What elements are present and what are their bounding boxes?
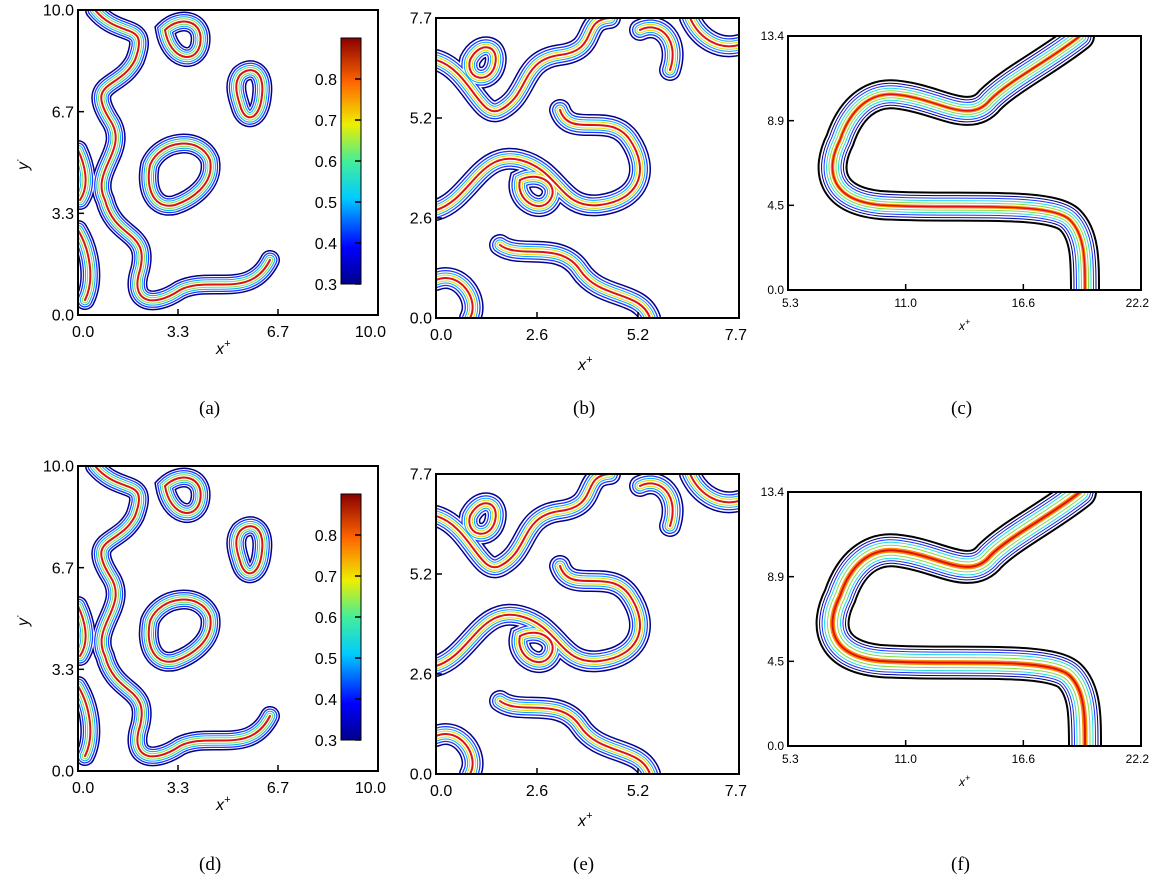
panel-b-xtick-label: 7.7 [725, 327, 747, 344]
panel-f-xtick-label: 16.6 [1012, 752, 1036, 766]
panel-a-frame [77, 9, 379, 316]
panel-e-xtick-label: 5.2 [627, 783, 649, 800]
panel-a: 0.0 3.3 6.7 10.0 0.0 3.3 6.7 10.0 0.3 0.4 0.5 0.6 0.… [12, 3, 386, 419]
panel-f-caption: (f) [951, 854, 970, 875]
panel-f-contours [833, 492, 1085, 746]
panel-d-colorbar-tick-label: 0.3 [315, 733, 337, 750]
panel-b-frame [435, 17, 740, 319]
panel-a-colorbar-tick-label: 0.4 [315, 236, 337, 253]
panel-d-colorbar-tick-label: 0.4 [315, 692, 337, 709]
panel-d-xtick-label: 10.0 [355, 780, 386, 797]
panel-b-ytick-label: 2.6 [410, 211, 432, 228]
panel-d-ytick-label: 0.0 [52, 764, 74, 781]
panel-b: 0.0 2.6 5.2 7.7 0.0 2.6 5.2 7.7 x+ (b) [410, 11, 747, 419]
panel-c-xtick-label: 11.0 [894, 296, 917, 310]
panel-a-ytick-label: 0.0 [52, 308, 74, 325]
panel-b-ytick-label: 7.7 [410, 11, 432, 28]
panel-b-xtick-label: 0.0 [430, 327, 452, 344]
panel-b-xlabel: x+ [577, 354, 593, 374]
panel-f-xtick-label: 5.3 [782, 752, 799, 766]
panel-a-xtick-label: 10.0 [355, 324, 386, 341]
panel-a-colorbar-tick-label: 0.8 [315, 72, 337, 89]
panel-e: 0.0 2.6 5.2 7.7 0.0 2.6 5.2 7.7 x+ (e) [410, 467, 747, 875]
panel-e-xtick-label: 0.0 [430, 783, 452, 800]
panel-e-xtick-label: 2.6 [526, 783, 548, 800]
panel-c-xtick-label: 22.2 [1126, 296, 1150, 310]
panel-d-ylabel: y· [12, 614, 32, 627]
panel-b-ytick-label: 0.0 [410, 311, 432, 328]
panel-f-xlabel: x+ [958, 773, 970, 789]
panel-d-xtick-label: 0.0 [72, 780, 94, 797]
panel-d: 0.0 3.3 6.7 10.0 0.0 3.3 6.7 10.0 0.3 0.4 0.5 0.6 0.… [12, 459, 386, 875]
panel-d-frame [77, 465, 379, 772]
panel-c: 5.3 11.0 16.6 22.2 0.0 4.5 8.9 13.4 x+ (c) [761, 29, 1150, 419]
panel-f-xtick-label: 22.2 [1126, 752, 1150, 766]
panel-d-caption: (d) [199, 854, 221, 875]
panel-c-ytick-label: 0.0 [767, 283, 784, 297]
panel-a-xlabel: x+ [215, 338, 231, 358]
panel-b-caption: (b) [573, 398, 595, 419]
panel-b-ytick-label: 5.2 [410, 111, 432, 128]
panel-b-contours [436, 18, 739, 318]
panel-e-contours [436, 474, 739, 774]
panel-f-frame [787, 491, 1142, 747]
panel-e-xtick-label: 7.7 [725, 783, 747, 800]
panel-e-ytick-label: 5.2 [410, 567, 432, 584]
panel-e-ytick-label: 2.6 [410, 667, 432, 684]
panel-d-contours [78, 466, 270, 756]
panel-a-xtick-label: 3.3 [167, 324, 189, 341]
panel-e-caption: (e) [573, 854, 594, 875]
panel-a-ytick-label: 10.0 [43, 3, 74, 20]
panel-f-ytick-label: 13.4 [761, 485, 785, 499]
panel-b-xtick-label: 5.2 [627, 327, 649, 344]
panel-a-colorbar-tick-label: 0.3 [315, 277, 337, 294]
panel-c-contours [833, 36, 1085, 290]
panel-a-xtick-label: 6.7 [267, 324, 289, 341]
panel-d-ytick-label: 6.7 [52, 560, 74, 577]
panel-c-frame [787, 35, 1142, 291]
panel-c-caption: (c) [951, 398, 972, 419]
panel-f-xtick-label: 11.0 [894, 752, 917, 766]
panel-e-xlabel: x+ [577, 810, 593, 830]
panel-a-ytick-label: 6.7 [52, 104, 74, 121]
panel-d-xtick-label: 3.3 [167, 780, 189, 797]
panel-d-xtick-label: 6.7 [267, 780, 289, 797]
panel-d-colorbar-tick-label: 0.5 [315, 651, 337, 668]
panel-d-ytick-label: 10.0 [43, 459, 74, 476]
panel-c-ytick-label: 4.5 [767, 199, 784, 213]
panel-c-ytick-label: 8.9 [767, 114, 784, 128]
panel-c-ytick-label: 13.4 [761, 29, 785, 43]
panel-f-ytick-label: 4.5 [767, 655, 784, 669]
panel-e-frame [435, 473, 740, 775]
panel-f-ytick-label: 8.9 [767, 570, 784, 584]
panel-c-xtick-label: 16.6 [1012, 296, 1036, 310]
panel-b-xtick-label: 2.6 [526, 327, 548, 344]
panel-e-ytick-label: 7.7 [410, 467, 432, 484]
panel-a-xtick-label: 0.0 [72, 324, 94, 341]
panel-d-colorbar-tick-label: 0.8 [315, 528, 337, 545]
panel-a-caption: (a) [199, 398, 220, 419]
panel-a-colorbar-tick-label: 0.7 [315, 113, 337, 130]
panel-e-ytick-label: 0.0 [410, 767, 432, 784]
panel-a-colorbar-tick-label: 0.6 [315, 154, 337, 171]
panel-a-colorbar-tick-label: 0.5 [315, 195, 337, 212]
panel-d-colorbar-tick-label: 0.6 [315, 610, 337, 627]
panel-f-ytick-label: 0.0 [767, 739, 784, 753]
panel-c-xlabel: x+ [958, 317, 970, 333]
panel-a-ytick-label: 3.3 [52, 206, 74, 223]
panel-d-colorbar-tick-label: 0.7 [315, 569, 337, 586]
panel-d-xlabel: x+ [215, 794, 231, 814]
panel-a-ylabel: y· [12, 158, 32, 171]
panel-c-xtick-label: 5.3 [782, 296, 799, 310]
panel-f: 5.3 11.0 16.6 22.2 0.0 4.5 8.9 13.4 x+ (f) [761, 485, 1150, 875]
panel-d-ytick-label: 3.3 [52, 662, 74, 679]
